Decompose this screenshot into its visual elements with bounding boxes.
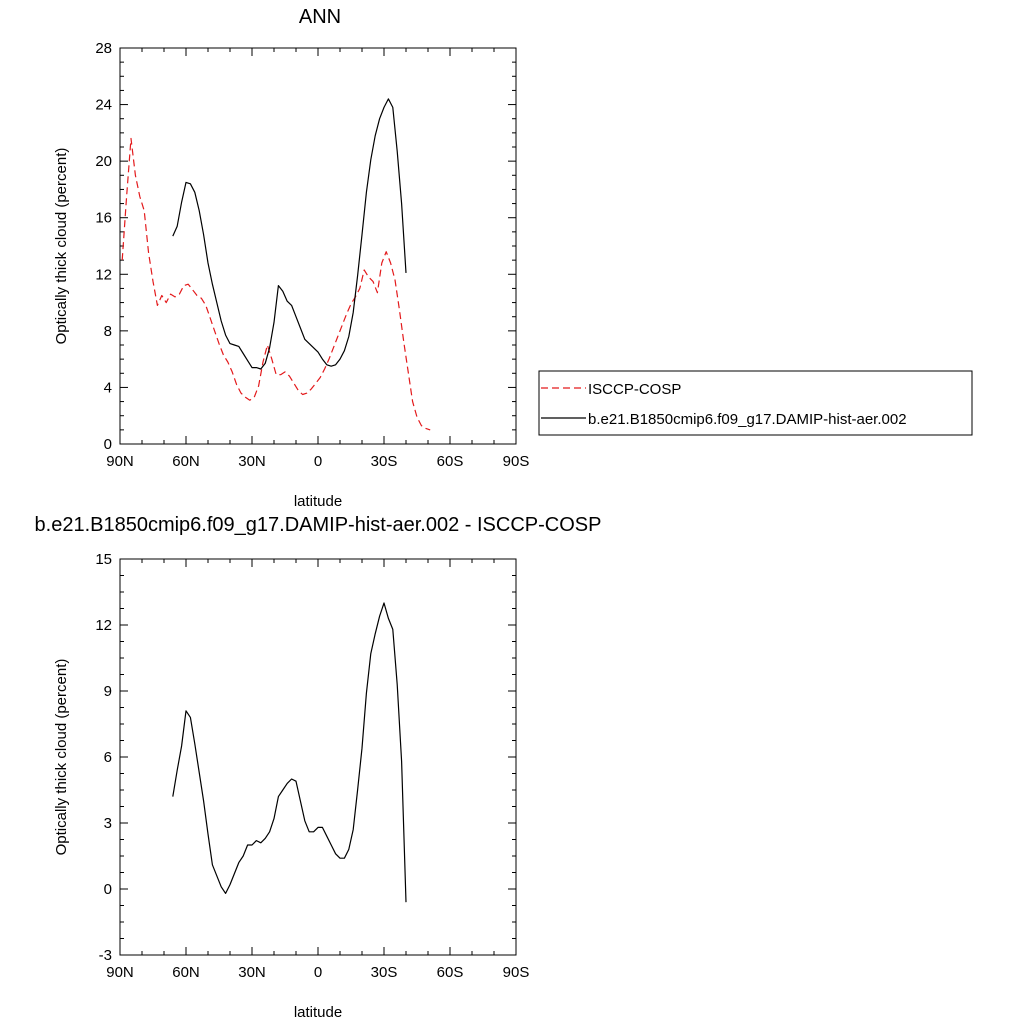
top-y-tick-label: 20 — [95, 153, 112, 170]
bottom-x-tick-label: 30S — [371, 964, 398, 981]
top-x-tick-label: 30N — [238, 453, 266, 470]
legend-box — [538, 370, 973, 436]
top-y-tick-label: 28 — [95, 40, 112, 57]
bottom-y-axis-label: Optically thick cloud (percent) — [53, 659, 70, 856]
top-y-tick-label: 8 — [104, 323, 112, 340]
top-y-axis-label: Optically thick cloud (percent) — [53, 148, 70, 345]
bottom-x-axis-label: latitude — [294, 1004, 342, 1021]
top-y-tick-label: 0 — [104, 436, 112, 453]
bottom-y-tick-label: 6 — [104, 749, 112, 766]
bottom-panel: b.e21.B1850cmip6.f09_g17.DAMIP-hist-aer.… — [35, 514, 602, 1021]
top-x-tick-label: 90S — [503, 453, 530, 470]
top-series-line-0 — [121, 137, 431, 431]
legend-label-isccp: ISCCP-COSP — [588, 381, 681, 398]
top-series-line-1 — [172, 98, 407, 370]
top-panel: ANN latitude Optically thick cloud (perc… — [53, 6, 973, 510]
bottom-x-tick-label: 60N — [172, 964, 200, 981]
top-x-tick-label: 60S — [437, 453, 464, 470]
top-y-tick-label: 4 — [104, 379, 112, 396]
top-chart-title: ANN — [299, 6, 341, 28]
top-y-tick-label: 24 — [95, 97, 112, 114]
top-x-axis-label: latitude — [294, 493, 342, 510]
bottom-y-tick-label: 9 — [104, 683, 112, 700]
bottom-x-tick-label: 0 — [314, 964, 322, 981]
bottom-y-tick-label: -3 — [99, 947, 112, 964]
bottom-chart-title: b.e21.B1850cmip6.f09_g17.DAMIP-hist-aer.… — [35, 514, 602, 536]
bottom-y-tick-label: 12 — [95, 617, 112, 634]
top-x-tick-label: 60N — [172, 453, 200, 470]
bottom-x-tick-label: 90S — [503, 964, 530, 981]
top-x-tick-label: 30S — [371, 453, 398, 470]
bottom-y-tick-label: 3 — [104, 815, 112, 832]
top-x-tick-label: 90N — [106, 453, 134, 470]
bottom-series-line-0 — [172, 602, 407, 903]
top-y-tick-label: 12 — [95, 266, 112, 283]
legend-label-model: b.e21.B1850cmip6.f09_g17.DAMIP-hist-aer.… — [588, 411, 907, 428]
top-y-tick-label: 16 — [95, 210, 112, 227]
bottom-x-tick-label: 60S — [437, 964, 464, 981]
top-x-tick-label: 0 — [314, 453, 322, 470]
bottom-x-tick-label: 90N — [106, 964, 134, 981]
bottom-x-tick-label: 30N — [238, 964, 266, 981]
bottom-y-tick-label: 15 — [95, 551, 112, 568]
bottom-y-tick-label: 0 — [104, 881, 112, 898]
legend: ISCCP-COSP b.e21.B1850cmip6.f09_g17.DAMI… — [538, 370, 973, 436]
